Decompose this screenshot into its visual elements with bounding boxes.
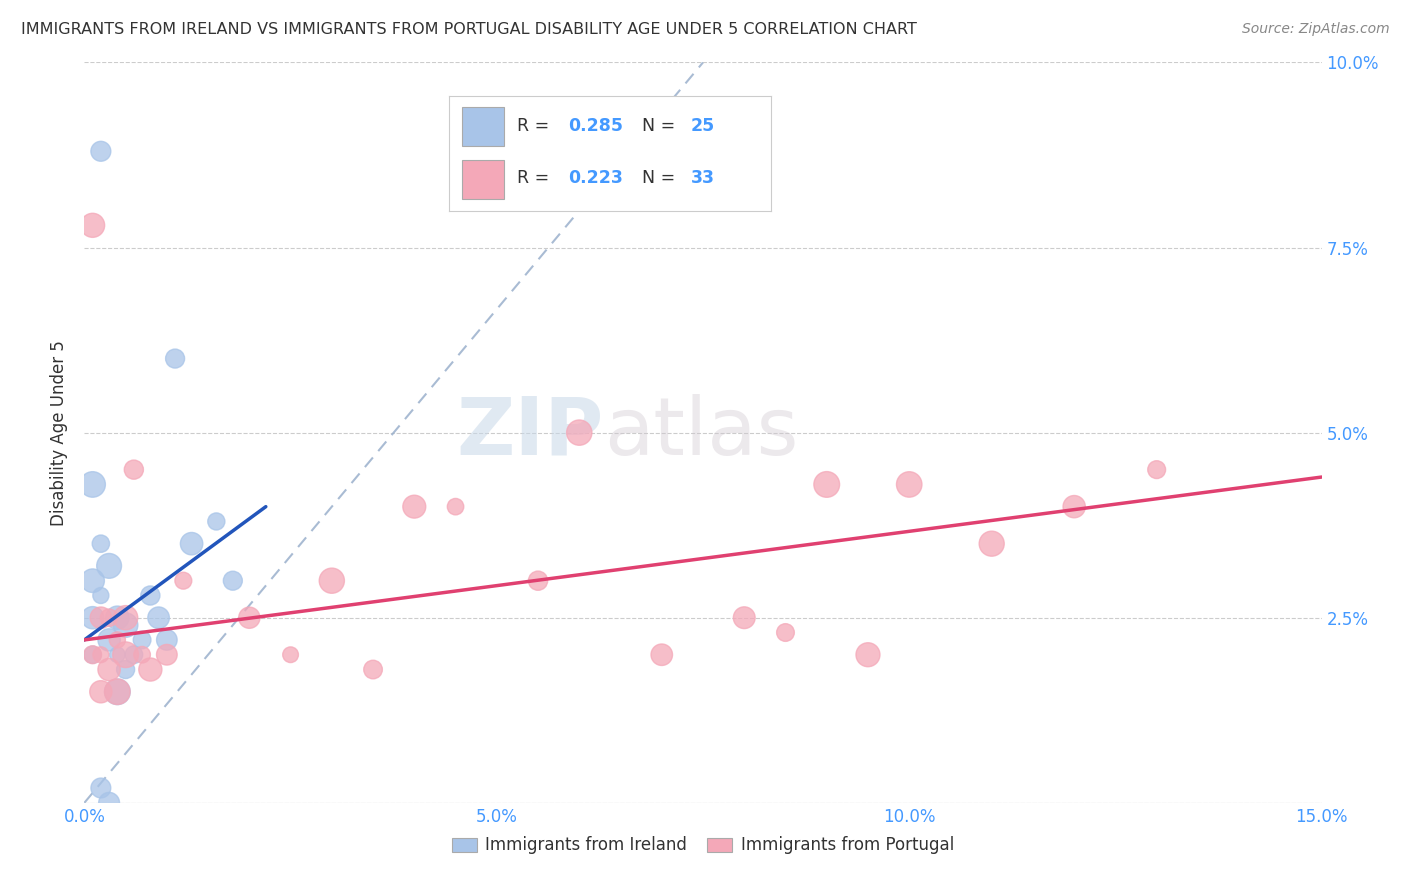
Point	[238, 610, 260, 624]
Point	[651, 648, 673, 662]
Point	[139, 663, 162, 677]
Point	[131, 632, 153, 647]
Point	[815, 477, 838, 491]
Point	[105, 685, 128, 699]
Point	[180, 536, 202, 550]
Point	[98, 558, 121, 573]
Point	[222, 574, 245, 588]
Point	[321, 574, 343, 588]
Point	[82, 610, 104, 624]
Text: Source: ZipAtlas.com: Source: ZipAtlas.com	[1241, 22, 1389, 37]
Point	[139, 589, 162, 603]
Point	[156, 632, 179, 647]
Point	[90, 589, 112, 603]
Point	[82, 648, 104, 662]
Point	[280, 648, 302, 662]
Point	[172, 574, 194, 588]
Text: IMMIGRANTS FROM IRELAND VS IMMIGRANTS FROM PORTUGAL DISABILITY AGE UNDER 5 CORRE: IMMIGRANTS FROM IRELAND VS IMMIGRANTS FR…	[21, 22, 917, 37]
Point	[165, 351, 187, 366]
Legend: Immigrants from Ireland, Immigrants from Portugal: Immigrants from Ireland, Immigrants from…	[446, 830, 960, 861]
Point	[90, 685, 112, 699]
Point	[205, 515, 228, 529]
Point	[82, 477, 104, 491]
Point	[114, 663, 136, 677]
Point	[733, 610, 755, 624]
Point	[444, 500, 467, 514]
Point	[122, 648, 145, 662]
Point	[105, 648, 128, 662]
Point	[98, 610, 121, 624]
Point	[82, 574, 104, 588]
Point	[114, 648, 136, 662]
Point	[131, 648, 153, 662]
Text: atlas: atlas	[605, 393, 799, 472]
Point	[1146, 462, 1168, 476]
Point	[856, 648, 879, 662]
Point	[98, 663, 121, 677]
Point	[898, 477, 921, 491]
Point	[90, 145, 112, 159]
Point	[82, 219, 104, 233]
Point	[98, 796, 121, 810]
Point	[105, 610, 128, 624]
Point	[90, 648, 112, 662]
Point	[527, 574, 550, 588]
Point	[114, 618, 136, 632]
Text: ZIP: ZIP	[457, 393, 605, 472]
Point	[404, 500, 426, 514]
Point	[148, 610, 170, 624]
Point	[980, 536, 1002, 550]
Point	[156, 648, 179, 662]
Point	[90, 536, 112, 550]
Point	[90, 610, 112, 624]
Point	[122, 462, 145, 476]
Point	[361, 663, 384, 677]
Point	[82, 648, 104, 662]
Point	[90, 780, 112, 795]
Point	[114, 610, 136, 624]
Point	[775, 625, 797, 640]
Point	[1063, 500, 1085, 514]
Y-axis label: Disability Age Under 5: Disability Age Under 5	[51, 340, 69, 525]
Point	[568, 425, 591, 440]
Point	[105, 632, 128, 647]
Point	[98, 632, 121, 647]
Point	[105, 685, 128, 699]
